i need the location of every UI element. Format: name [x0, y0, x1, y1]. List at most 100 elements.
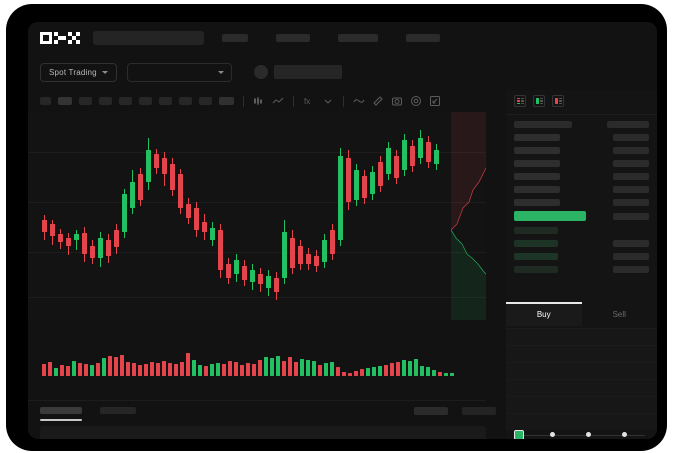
slider-step-75[interactable]: [622, 432, 627, 437]
chevron-down-icon[interactable]: [322, 95, 334, 107]
orderbook-ask-row[interactable]: [506, 198, 657, 206]
interval-button-10[interactable]: [219, 97, 234, 105]
orderbook-ask-row[interactable]: [506, 172, 657, 180]
trading-pair-select[interactable]: [126, 62, 232, 82]
camera-icon[interactable]: [391, 95, 403, 107]
volume-bar: [396, 362, 400, 376]
last-price: [273, 65, 342, 79]
tab-open-orders[interactable]: [40, 407, 82, 421]
tab-buy[interactable]: Buy: [506, 302, 582, 326]
order-field-row[interactable]: [506, 328, 657, 345]
interval-button-5[interactable]: [119, 97, 132, 105]
volume-bar: [102, 358, 106, 376]
volume-bar: [438, 372, 442, 376]
volume-bar: [330, 362, 334, 376]
settings-icon[interactable]: [410, 95, 422, 107]
tab-order-history[interactable]: [100, 407, 142, 421]
orderbook-asks-icon[interactable]: [552, 95, 564, 107]
orderbook-both-icon[interactable]: [514, 95, 526, 107]
orderbook-bid-row[interactable]: [506, 252, 657, 260]
toolbar-divider: [293, 95, 294, 107]
bid-amount: [613, 227, 649, 234]
orderbook-ask-row[interactable]: [506, 159, 657, 167]
bid-price: [514, 252, 558, 260]
volume-bar: [246, 363, 250, 376]
market-type-select[interactable]: Spot Trading: [40, 62, 117, 82]
order-field-row[interactable]: [506, 413, 657, 430]
price-chart[interactable]: [28, 112, 486, 320]
interval-button-9[interactable]: [199, 97, 212, 105]
volume-bar: [204, 366, 208, 376]
svg-text:fx: fx: [304, 97, 310, 106]
slider-handle[interactable]: [514, 430, 524, 439]
action-button-2[interactable]: [462, 407, 496, 415]
order-field-row[interactable]: [506, 345, 657, 362]
order-field-row[interactable]: [506, 362, 657, 379]
orderbook-bid-row[interactable]: [506, 239, 657, 247]
volume-bar: [354, 371, 358, 376]
line-chart-icon[interactable]: [272, 95, 284, 107]
volume-bar: [168, 363, 172, 376]
volume-bar: [210, 364, 214, 376]
ask-price: [514, 159, 560, 167]
volume-bar: [132, 363, 136, 376]
volume-bar: [186, 353, 190, 376]
ask-price: [514, 146, 560, 154]
okx-logo[interactable]: [40, 32, 80, 44]
nav-item-4[interactable]: [406, 34, 440, 42]
volume-bar: [156, 363, 160, 376]
chart-gridline: [28, 252, 486, 253]
volume-bar: [270, 358, 274, 376]
interval-button-1[interactable]: [40, 97, 51, 105]
interval-button-2[interactable]: [58, 97, 72, 105]
chart-gridline: [28, 297, 486, 298]
candlestick-chart-icon[interactable]: [253, 95, 265, 107]
wave-icon[interactable]: [353, 95, 365, 107]
search-input[interactable]: [93, 31, 204, 45]
slider-step-50[interactable]: [586, 432, 591, 437]
nav-item-1[interactable]: [222, 34, 248, 42]
volume-bar: [42, 364, 46, 376]
volume-bar: [408, 361, 412, 376]
orderbook-bid-row[interactable]: [506, 226, 657, 234]
market-type-label: Spot Trading: [49, 67, 97, 77]
orderbook-ask-row[interactable]: [506, 146, 657, 154]
chart-gridline: [28, 202, 486, 203]
orderbook-bid-row[interactable]: [506, 265, 657, 273]
fullscreen-icon[interactable]: [429, 95, 441, 107]
volume-bar: [444, 373, 448, 376]
orderbook-view-toggle: [506, 90, 657, 112]
volume-bar: [198, 365, 202, 376]
nav-item-3[interactable]: [338, 34, 378, 42]
app-screen: Spot Trading: [28, 22, 657, 439]
orderbook-bids-icon[interactable]: [533, 95, 545, 107]
ruler-icon[interactable]: [372, 95, 384, 107]
volume-bar: [114, 357, 118, 376]
orderbook-ask-row[interactable]: [506, 133, 657, 141]
interval-button-4[interactable]: [99, 97, 112, 105]
column-header-amount: [607, 120, 649, 128]
amount-slider[interactable]: [514, 430, 649, 439]
action-button-1[interactable]: [414, 407, 448, 415]
order-field-row[interactable]: [506, 396, 657, 413]
volume-bar: [72, 361, 76, 376]
ask-price: [514, 198, 560, 206]
order-field-row[interactable]: [506, 379, 657, 396]
orderbook-ask-row[interactable]: [506, 185, 657, 193]
volume-bar: [306, 360, 310, 376]
interval-button-7[interactable]: [159, 97, 172, 105]
nav-item-2[interactable]: [276, 34, 310, 42]
order-history-tabs: [40, 407, 142, 421]
interval-button-6[interactable]: [139, 97, 152, 105]
slider-step-25[interactable]: [550, 432, 555, 437]
chevron-down-icon: [217, 70, 224, 74]
indicator-icon[interactable]: fx: [303, 95, 315, 107]
interval-button-8[interactable]: [179, 97, 192, 105]
orderbook-divider: [506, 114, 657, 115]
tab-sell[interactable]: Sell: [582, 302, 658, 326]
interval-button-3[interactable]: [79, 97, 92, 105]
bid-price: [514, 239, 558, 247]
volume-bar: [54, 368, 58, 376]
volume-bar: [312, 361, 316, 376]
volume-bar: [240, 365, 244, 376]
